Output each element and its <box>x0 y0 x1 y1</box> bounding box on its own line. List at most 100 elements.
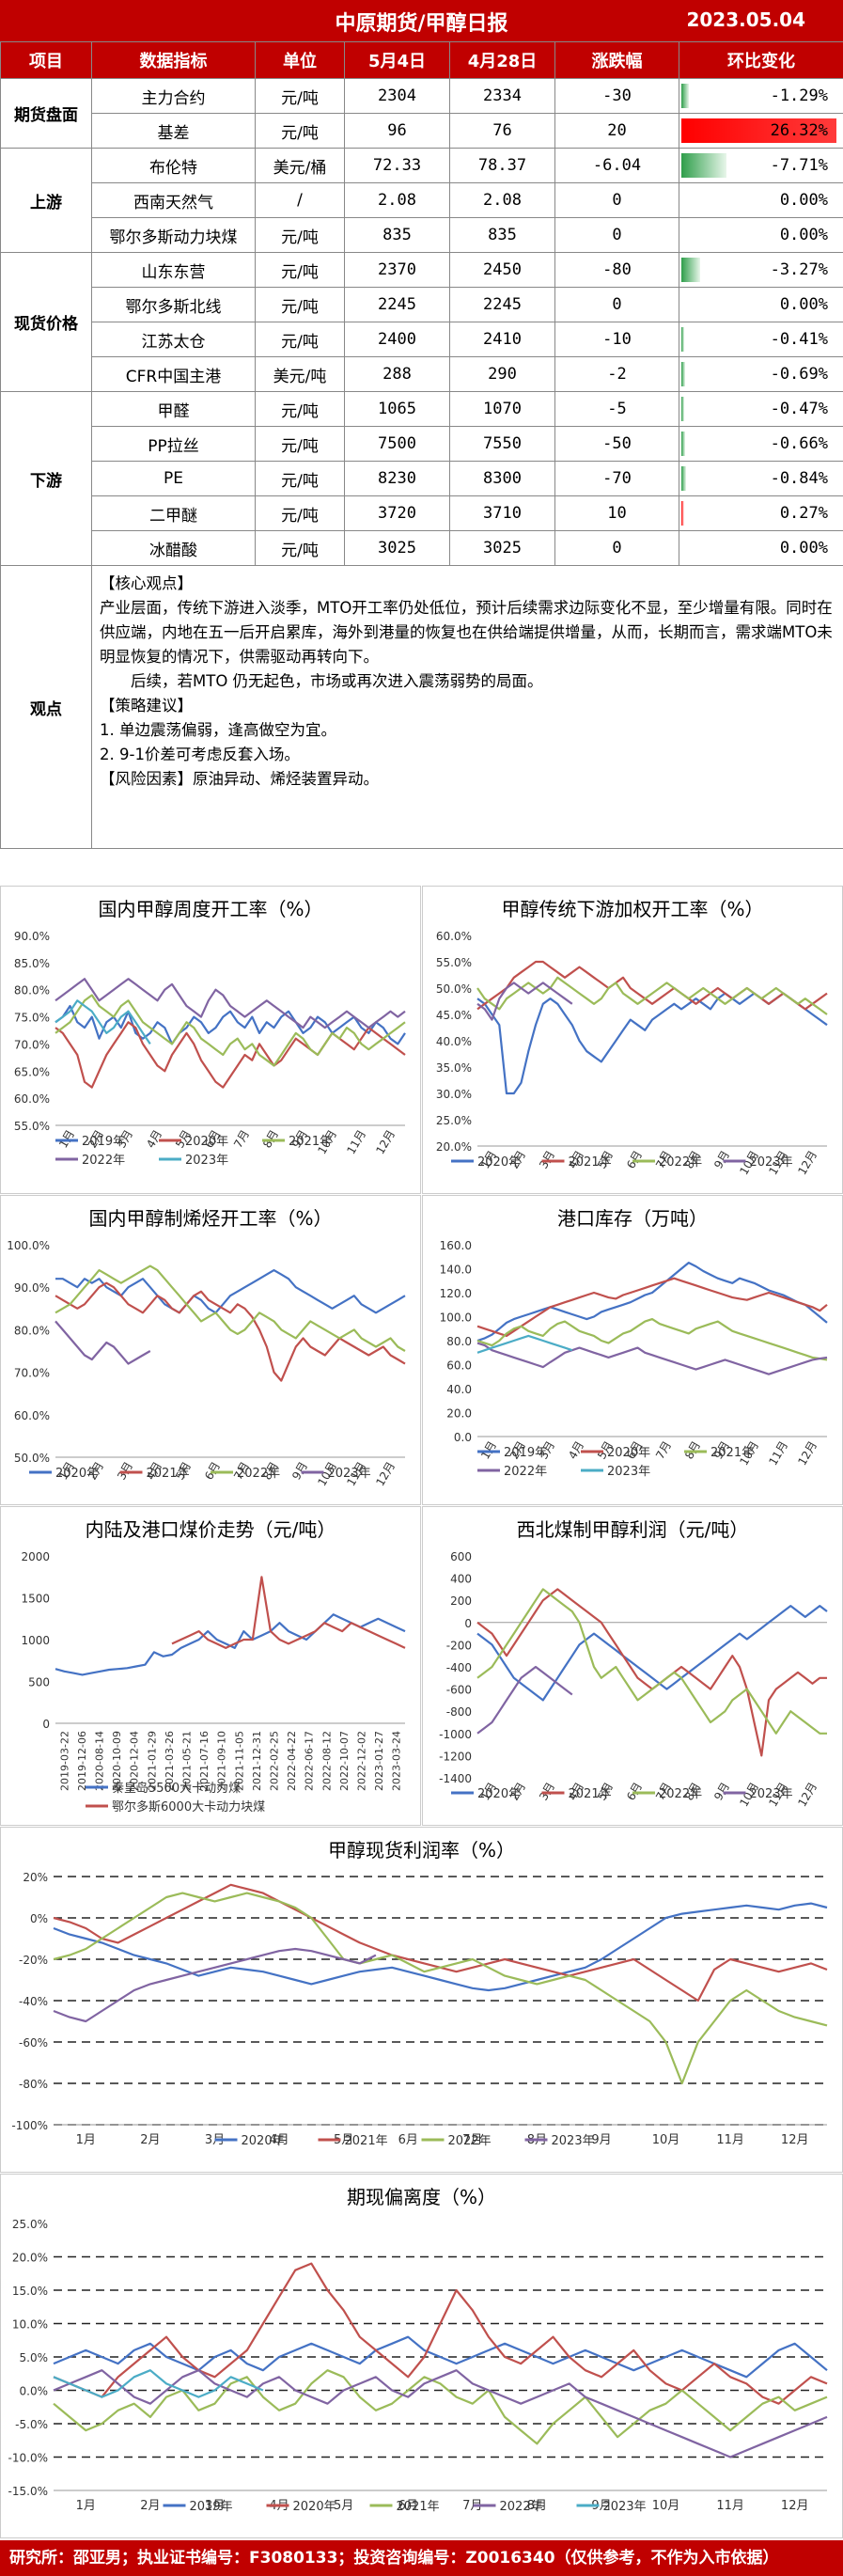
chart-title: 国内甲醇周度开工率（%） <box>98 898 323 920</box>
current-value-cell: 288 <box>344 356 450 392</box>
ratio-cell: 0.00% <box>679 182 843 218</box>
y-tick-label: 40.0 <box>446 1383 472 1396</box>
ratio-value: 0.00% <box>779 295 828 314</box>
chart-panel: 西北煤制甲醇利润（元/吨） 600 400 200 0 -200 -400 -600 -800 -… <box>422 1506 843 1826</box>
y-tick-label: 600 <box>450 1550 472 1563</box>
chart-title: 内陆及港口煤价走势（元/吨） <box>85 1518 336 1541</box>
chart-svg: 160.0 140.0 120.0 100.0 80.0 60.0 40.0 20.0 0.0 1… <box>440 1239 828 1479</box>
change-cell: 20 <box>554 113 679 149</box>
legend-label: 2023年 <box>603 2500 647 2514</box>
unit-cell: 元/吨 <box>255 530 345 566</box>
y-tick-label: 55.0% <box>436 956 472 969</box>
x-tick-label: 2023-01-27 <box>373 1731 385 1791</box>
change-cell: 10 <box>554 495 679 531</box>
table-row: 西南天然气/2.08 2.08 0 0.00% <box>1 182 843 218</box>
change-cell: -2 <box>554 356 679 392</box>
ratio-cell: -3.27% <box>679 252 843 288</box>
series-line <box>53 2262 828 2405</box>
indicator-cell: 山东东营 <box>91 252 256 288</box>
ratio-databar <box>681 432 686 456</box>
y-tick-label: 75.0% <box>14 1012 50 1025</box>
y-tick-label: 60.0% <box>14 1092 50 1106</box>
current-value-cell: 96 <box>344 113 450 149</box>
y-tick-label: 25.0% <box>436 1114 472 1127</box>
x-tick-label: 2020-08-14 <box>94 1731 106 1791</box>
y-tick-label: 85.0% <box>14 957 50 970</box>
unit-cell: 元/吨 <box>255 495 345 531</box>
x-tick-label: 9月 <box>591 2499 611 2513</box>
x-tick-label: 9月 <box>591 2133 611 2147</box>
ratio-cell: -0.69% <box>679 356 843 392</box>
previous-value-cell: 76 <box>449 113 555 149</box>
current-value-cell: 3025 <box>344 530 450 566</box>
y-tick-label: 100.0% <box>7 1239 50 1252</box>
indicator-cell: 西南天然气 <box>91 182 256 218</box>
legend-label: 2023年 <box>607 1465 650 1479</box>
series-line <box>476 1588 827 1735</box>
y-tick-label: -60% <box>19 2036 48 2050</box>
unit-cell: 元/吨 <box>255 78 345 114</box>
ratio-value: 0.00% <box>779 539 828 558</box>
indicator-cell: CFR中国主港 <box>91 356 256 392</box>
view-line: 1. 单边震荡偏弱，逢高做空为宜。 <box>100 721 336 739</box>
column-header: 5月4日 <box>344 41 450 79</box>
chart-title: 期现偏离度（%） <box>346 2186 496 2208</box>
ratio-cell: 26.32% <box>679 113 843 149</box>
ratio-databar <box>681 466 687 491</box>
legend-label: 2019年 <box>82 1135 125 1149</box>
previous-value-cell: 1070 <box>449 391 555 427</box>
chart-panel: 内陆及港口煤价走势（元/吨） 2000 1500 1000 500 0 2019-03-22… <box>0 1506 421 1826</box>
indicator-cell: 鄂尔多斯动力块煤 <box>91 217 256 253</box>
y-tick-label: 20.0 <box>446 1407 472 1421</box>
y-tick-label: 50.0% <box>436 982 472 996</box>
x-tick-label: 2021-11-05 <box>233 1731 245 1791</box>
y-tick-label: 40.0% <box>436 1035 472 1048</box>
y-tick-label: -600 <box>446 1684 472 1697</box>
y-tick-label: 80.0% <box>14 984 50 997</box>
series-line <box>171 1576 406 1649</box>
series-line <box>55 1281 406 1382</box>
y-tick-label: 0.0 <box>454 1431 472 1444</box>
ratio-databar <box>681 327 684 352</box>
y-tick-label: -5.0% <box>15 2418 48 2431</box>
change-cell: 0 <box>554 217 679 253</box>
x-tick-label: 2019-03-22 <box>58 1731 70 1791</box>
previous-value-cell: 3710 <box>449 495 555 531</box>
x-tick-label: 2019-12-06 <box>76 1731 88 1791</box>
legend-label: 2021年 <box>147 1467 190 1481</box>
y-tick-label: 500 <box>28 1676 50 1689</box>
y-tick-label: 20.0% <box>436 1140 472 1154</box>
current-value-cell: 2245 <box>344 287 450 322</box>
legend-label: 2020年 <box>477 1155 521 1170</box>
indicator-cell: 布伦特 <box>91 148 256 183</box>
series-line <box>476 976 828 1015</box>
ratio-cell: -1.29% <box>679 78 843 114</box>
current-value-cell: 1065 <box>344 391 450 427</box>
series-line <box>53 1892 828 2085</box>
x-tick-label: 12月 <box>795 1149 820 1178</box>
previous-value-cell: 290 <box>449 356 555 392</box>
series-line <box>55 994 406 1067</box>
chart-title: 甲醇传统下游加权开工率（%） <box>501 898 764 920</box>
current-value-cell: 72.33 <box>344 148 450 183</box>
y-tick-label: 70.0% <box>14 1038 50 1051</box>
y-tick-label: -10.0% <box>8 2452 48 2465</box>
ratio-databar <box>681 362 686 386</box>
table-row: 上游 布伦特 美元/桶 72.33 78.37 -6.04 -7.71% <box>0 148 843 253</box>
legend-label: 2023年 <box>750 1155 793 1170</box>
legend-label: 2023年 <box>750 1787 793 1801</box>
indicator-cell: PP拉丝 <box>91 426 256 462</box>
y-tick-label: -200 <box>446 1639 472 1652</box>
column-header: 单位 <box>255 41 345 79</box>
x-tick-label: 10月 <box>652 2133 680 2147</box>
table-row: CFR中国主港 美元/吨 288 290 -2 -0.69% <box>1 356 843 392</box>
ratio-cell: 0.27% <box>679 495 843 531</box>
indicator-cell: 江苏太仓 <box>91 322 256 357</box>
current-value-cell: 2304 <box>344 78 450 114</box>
x-tick-label: 6月 <box>398 2499 418 2513</box>
table-row: 基差 元/吨 96 76 20 26.32% <box>1 113 843 149</box>
y-tick-label: 20.0% <box>12 2252 48 2265</box>
y-tick-label: 120.0 <box>440 1287 472 1300</box>
x-tick-label: 12月 <box>373 1128 398 1157</box>
ratio-databar <box>681 153 727 178</box>
